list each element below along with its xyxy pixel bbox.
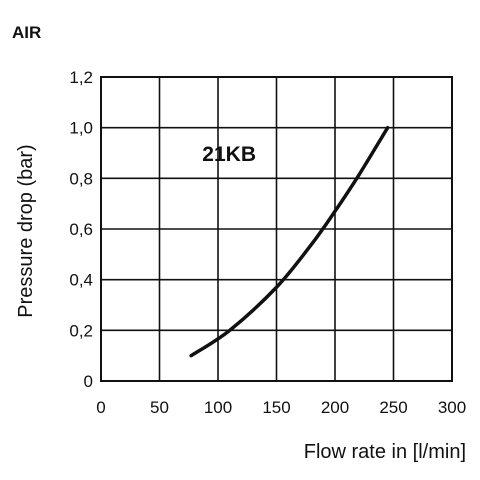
y-tick-label: 0,2 <box>69 321 93 340</box>
series-layer <box>189 125 390 358</box>
x-tick-label: 200 <box>321 398 349 417</box>
y-tick-label: 0,6 <box>69 220 93 239</box>
x-tick-label: 100 <box>204 398 232 417</box>
x-axis-ticks: 0 50 100 150 200 250 300 <box>96 398 466 417</box>
y-tick-label: 1,2 <box>69 68 93 87</box>
y-tick-label: 0,8 <box>69 169 93 188</box>
y-axis-ticks: 0 0,2 0,4 0,6 0,8 1,0 1,2 <box>69 68 93 391</box>
y-tick-label: 0,4 <box>69 271 93 290</box>
y-axis-label: Pressure drop (bar) <box>15 144 37 317</box>
chart-title: AIR <box>12 23 41 42</box>
x-tick-label: 150 <box>262 398 290 417</box>
x-tick-label: 50 <box>150 398 169 417</box>
series-curve-21kb <box>189 125 390 358</box>
curve-label: 21KB <box>202 143 256 166</box>
y-tick-label: 1,0 <box>69 119 93 138</box>
x-axis-label: Flow rate in [l/min] <box>304 441 466 463</box>
x-tick-label: 300 <box>438 398 466 417</box>
grid <box>100 76 453 382</box>
plot-frame <box>100 76 453 382</box>
y-tick-label: 0 <box>84 372 93 391</box>
x-tick-label: 250 <box>379 398 407 417</box>
x-tick-label: 0 <box>96 398 105 417</box>
